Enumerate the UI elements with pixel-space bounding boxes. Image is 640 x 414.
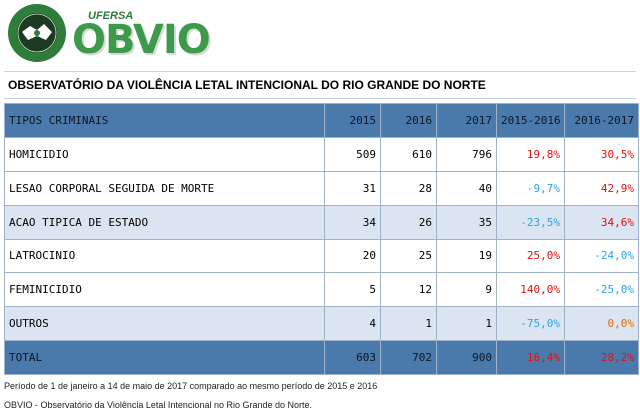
count-2016: 610 [380, 136, 437, 172]
change-2016-2017: -25,0% [564, 272, 639, 308]
count-2017: 9 [436, 272, 497, 308]
crime-type: ACAO TIPICA DE ESTADO [4, 204, 325, 240]
obvio-seal-icon [8, 4, 66, 62]
count-2017: 35 [436, 204, 497, 240]
total-label: TOTAL [4, 340, 325, 375]
total-2016: 702 [380, 340, 437, 375]
crime-type: HOMICIDIO [4, 136, 325, 172]
table-header-row: TIPOS CRIMINAIS 2015 2016 2017 2015-2016… [4, 103, 639, 138]
count-2015: 34 [324, 204, 381, 240]
total-2017: 900 [436, 340, 497, 375]
period-note: Período de 1 de janeiro a 14 de maio de … [4, 381, 378, 391]
change-2015-2016: -75,0% [496, 306, 565, 342]
count-2015: 20 [324, 238, 381, 274]
header-2017: 2017 [436, 103, 497, 138]
obvio-logo: UFERSA OBVIO [6, 2, 216, 64]
header-tipos-criminais: TIPOS CRIMINAIS [4, 103, 325, 138]
total-2015: 603 [324, 340, 381, 375]
change-2016-2017: 0,0% [564, 306, 639, 342]
table-row: LESAO CORPORAL SEGUIDA DE MORTE 31 28 40… [4, 170, 639, 206]
total-change-2016-2017: 28,2% [564, 340, 639, 375]
change-2015-2016: -9,7% [496, 170, 565, 206]
crime-type: LATROCINIO [4, 238, 325, 274]
ufersa-label: UFERSA [88, 10, 134, 22]
crime-type: FEMINICIDIO [4, 272, 325, 308]
header-2015: 2015 [324, 103, 381, 138]
header-change-2015-2016: 2015-2016 [496, 103, 565, 138]
count-2017: 19 [436, 238, 497, 274]
change-2015-2016: -23,5% [496, 204, 565, 240]
change-2015-2016: 19,8% [496, 136, 565, 172]
count-2015: 509 [324, 136, 381, 172]
header-2016: 2016 [380, 103, 437, 138]
total-change-2015-2016: 16,4% [496, 340, 565, 375]
crime-statistics-table: TIPOS CRIMINAIS 2015 2016 2017 2015-2016… [4, 103, 639, 375]
change-2016-2017: 42,9% [564, 170, 639, 206]
count-2016: 28 [380, 170, 437, 206]
table-row: ACAO TIPICA DE ESTADO 34 26 35 -23,5% 34… [4, 204, 639, 240]
count-2016: 12 [380, 272, 437, 308]
crime-type: OUTROS [4, 306, 325, 342]
count-2017: 796 [436, 136, 497, 172]
table-row: OUTROS 4 1 1 -75,0% 0,0% [4, 306, 639, 342]
table-row: LATROCINIO 20 25 19 25,0% -24,0% [4, 238, 639, 274]
header-change-2016-2017: 2016-2017 [564, 103, 639, 138]
count-2015: 31 [324, 170, 381, 206]
table-row: HOMICIDIO 509 610 796 19,8% 30,5% [4, 136, 639, 172]
table-row: FEMINICIDIO 5 12 9 140,0% -25,0% [4, 272, 639, 308]
count-2015: 4 [324, 306, 381, 342]
obvio-wordmark: OBVIO [72, 17, 211, 63]
count-2016: 1 [380, 306, 437, 342]
report-title: OBSERVATÓRIO DA VIOLÊNCIA LETAL INTENCIO… [8, 78, 486, 92]
source-note: OBVIO - Observatório da Violência Letal … [4, 400, 313, 410]
count-2016: 25 [380, 238, 437, 274]
count-2017: 1 [436, 306, 497, 342]
change-2015-2016: 140,0% [496, 272, 565, 308]
crime-type: LESAO CORPORAL SEGUIDA DE MORTE [4, 170, 325, 206]
count-2015: 5 [324, 272, 381, 308]
change-2016-2017: -24,0% [564, 238, 639, 274]
change-2016-2017: 34,6% [564, 204, 639, 240]
change-2015-2016: 25,0% [496, 238, 565, 274]
report-title-bar: OBSERVATÓRIO DA VIOLÊNCIA LETAL INTENCIO… [4, 71, 636, 99]
count-2016: 26 [380, 204, 437, 240]
count-2017: 40 [436, 170, 497, 206]
table-total-row: TOTAL 603 702 900 16,4% 28,2% [4, 340, 639, 375]
change-2016-2017: 30,5% [564, 136, 639, 172]
